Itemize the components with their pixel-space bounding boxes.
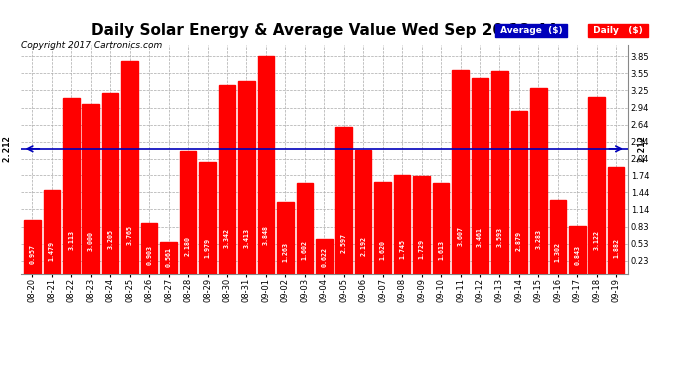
Bar bbox=[472, 78, 489, 274]
Text: 1.602: 1.602 bbox=[302, 240, 308, 260]
Text: 3.000: 3.000 bbox=[88, 231, 94, 251]
Text: 1.620: 1.620 bbox=[380, 240, 386, 260]
Bar bbox=[569, 226, 586, 274]
Text: 3.413: 3.413 bbox=[244, 228, 250, 248]
Text: Copyright 2017 Cartronics.com: Copyright 2017 Cartronics.com bbox=[21, 41, 162, 50]
Text: 2.192: 2.192 bbox=[360, 236, 366, 256]
Bar bbox=[160, 242, 177, 274]
Text: 1.979: 1.979 bbox=[204, 237, 210, 258]
Bar bbox=[530, 88, 546, 274]
Bar bbox=[452, 70, 469, 274]
Bar bbox=[297, 183, 313, 274]
Text: 1.745: 1.745 bbox=[399, 239, 405, 259]
Bar bbox=[355, 150, 371, 274]
Bar bbox=[43, 190, 60, 274]
Bar bbox=[238, 81, 255, 274]
Text: 3.113: 3.113 bbox=[68, 230, 75, 250]
Bar bbox=[549, 200, 566, 274]
Text: 1.263: 1.263 bbox=[282, 242, 288, 262]
Bar bbox=[63, 98, 79, 274]
Bar bbox=[511, 111, 527, 274]
Text: Daily   ($): Daily ($) bbox=[590, 26, 646, 35]
Bar bbox=[219, 85, 235, 274]
Bar bbox=[491, 71, 508, 274]
Text: 1.613: 1.613 bbox=[438, 240, 444, 260]
Text: 0.622: 0.622 bbox=[322, 247, 327, 267]
Bar bbox=[413, 176, 430, 274]
Text: 0.843: 0.843 bbox=[574, 245, 580, 265]
Text: 1.479: 1.479 bbox=[49, 241, 55, 261]
Text: 3.607: 3.607 bbox=[457, 226, 464, 246]
Bar bbox=[316, 238, 333, 274]
Text: 2.180: 2.180 bbox=[185, 236, 191, 256]
Text: 2.212: 2.212 bbox=[3, 135, 12, 162]
Bar bbox=[83, 104, 99, 274]
Text: 0.957: 0.957 bbox=[30, 244, 35, 264]
Bar bbox=[394, 175, 411, 274]
Text: 3.461: 3.461 bbox=[477, 228, 483, 248]
Text: 3.283: 3.283 bbox=[535, 229, 542, 249]
Text: 3.122: 3.122 bbox=[594, 230, 600, 250]
Text: 0.903: 0.903 bbox=[146, 245, 152, 265]
Text: 2.597: 2.597 bbox=[341, 233, 347, 254]
Text: 1.882: 1.882 bbox=[613, 238, 619, 258]
Text: 1.729: 1.729 bbox=[419, 239, 424, 259]
Bar bbox=[608, 168, 624, 274]
Bar bbox=[180, 151, 197, 274]
Text: Daily Solar Energy & Average Value Wed Sep 20 18:44: Daily Solar Energy & Average Value Wed S… bbox=[91, 22, 558, 38]
Text: 1.302: 1.302 bbox=[555, 242, 561, 262]
Bar bbox=[433, 183, 449, 274]
Text: 3.593: 3.593 bbox=[496, 226, 502, 247]
Bar bbox=[141, 223, 157, 274]
Bar bbox=[589, 98, 605, 274]
Text: 3.765: 3.765 bbox=[127, 225, 132, 245]
Text: 3.342: 3.342 bbox=[224, 228, 230, 248]
Bar bbox=[375, 182, 391, 274]
Text: 2.212: 2.212 bbox=[637, 135, 646, 162]
Bar bbox=[257, 56, 274, 274]
Bar bbox=[121, 61, 138, 274]
Bar bbox=[199, 162, 216, 274]
Bar bbox=[102, 93, 119, 274]
Text: Average  ($): Average ($) bbox=[497, 26, 566, 35]
Bar bbox=[277, 202, 294, 274]
Text: 3.205: 3.205 bbox=[107, 229, 113, 249]
Bar bbox=[335, 127, 352, 274]
Bar bbox=[24, 220, 41, 274]
Text: 3.848: 3.848 bbox=[263, 225, 269, 245]
Text: 2.879: 2.879 bbox=[516, 231, 522, 251]
Text: 0.561: 0.561 bbox=[166, 247, 172, 267]
